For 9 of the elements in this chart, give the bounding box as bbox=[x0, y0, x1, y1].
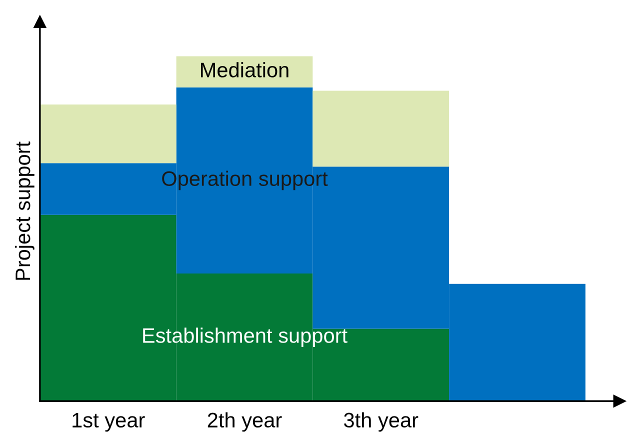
x-tick-label: 1st year bbox=[72, 412, 145, 432]
x-tick-label: 3th year bbox=[344, 412, 418, 432]
series-label: Operation support bbox=[162, 170, 328, 190]
series-label: Mediation bbox=[201, 62, 288, 78]
y-axis-title: Project support bbox=[14, 142, 34, 280]
bar bbox=[312, 90, 450, 167]
bar bbox=[40, 104, 176, 164]
x-tick-label: 2th year bbox=[208, 412, 282, 432]
series-label: Establishment support bbox=[143, 328, 348, 348]
